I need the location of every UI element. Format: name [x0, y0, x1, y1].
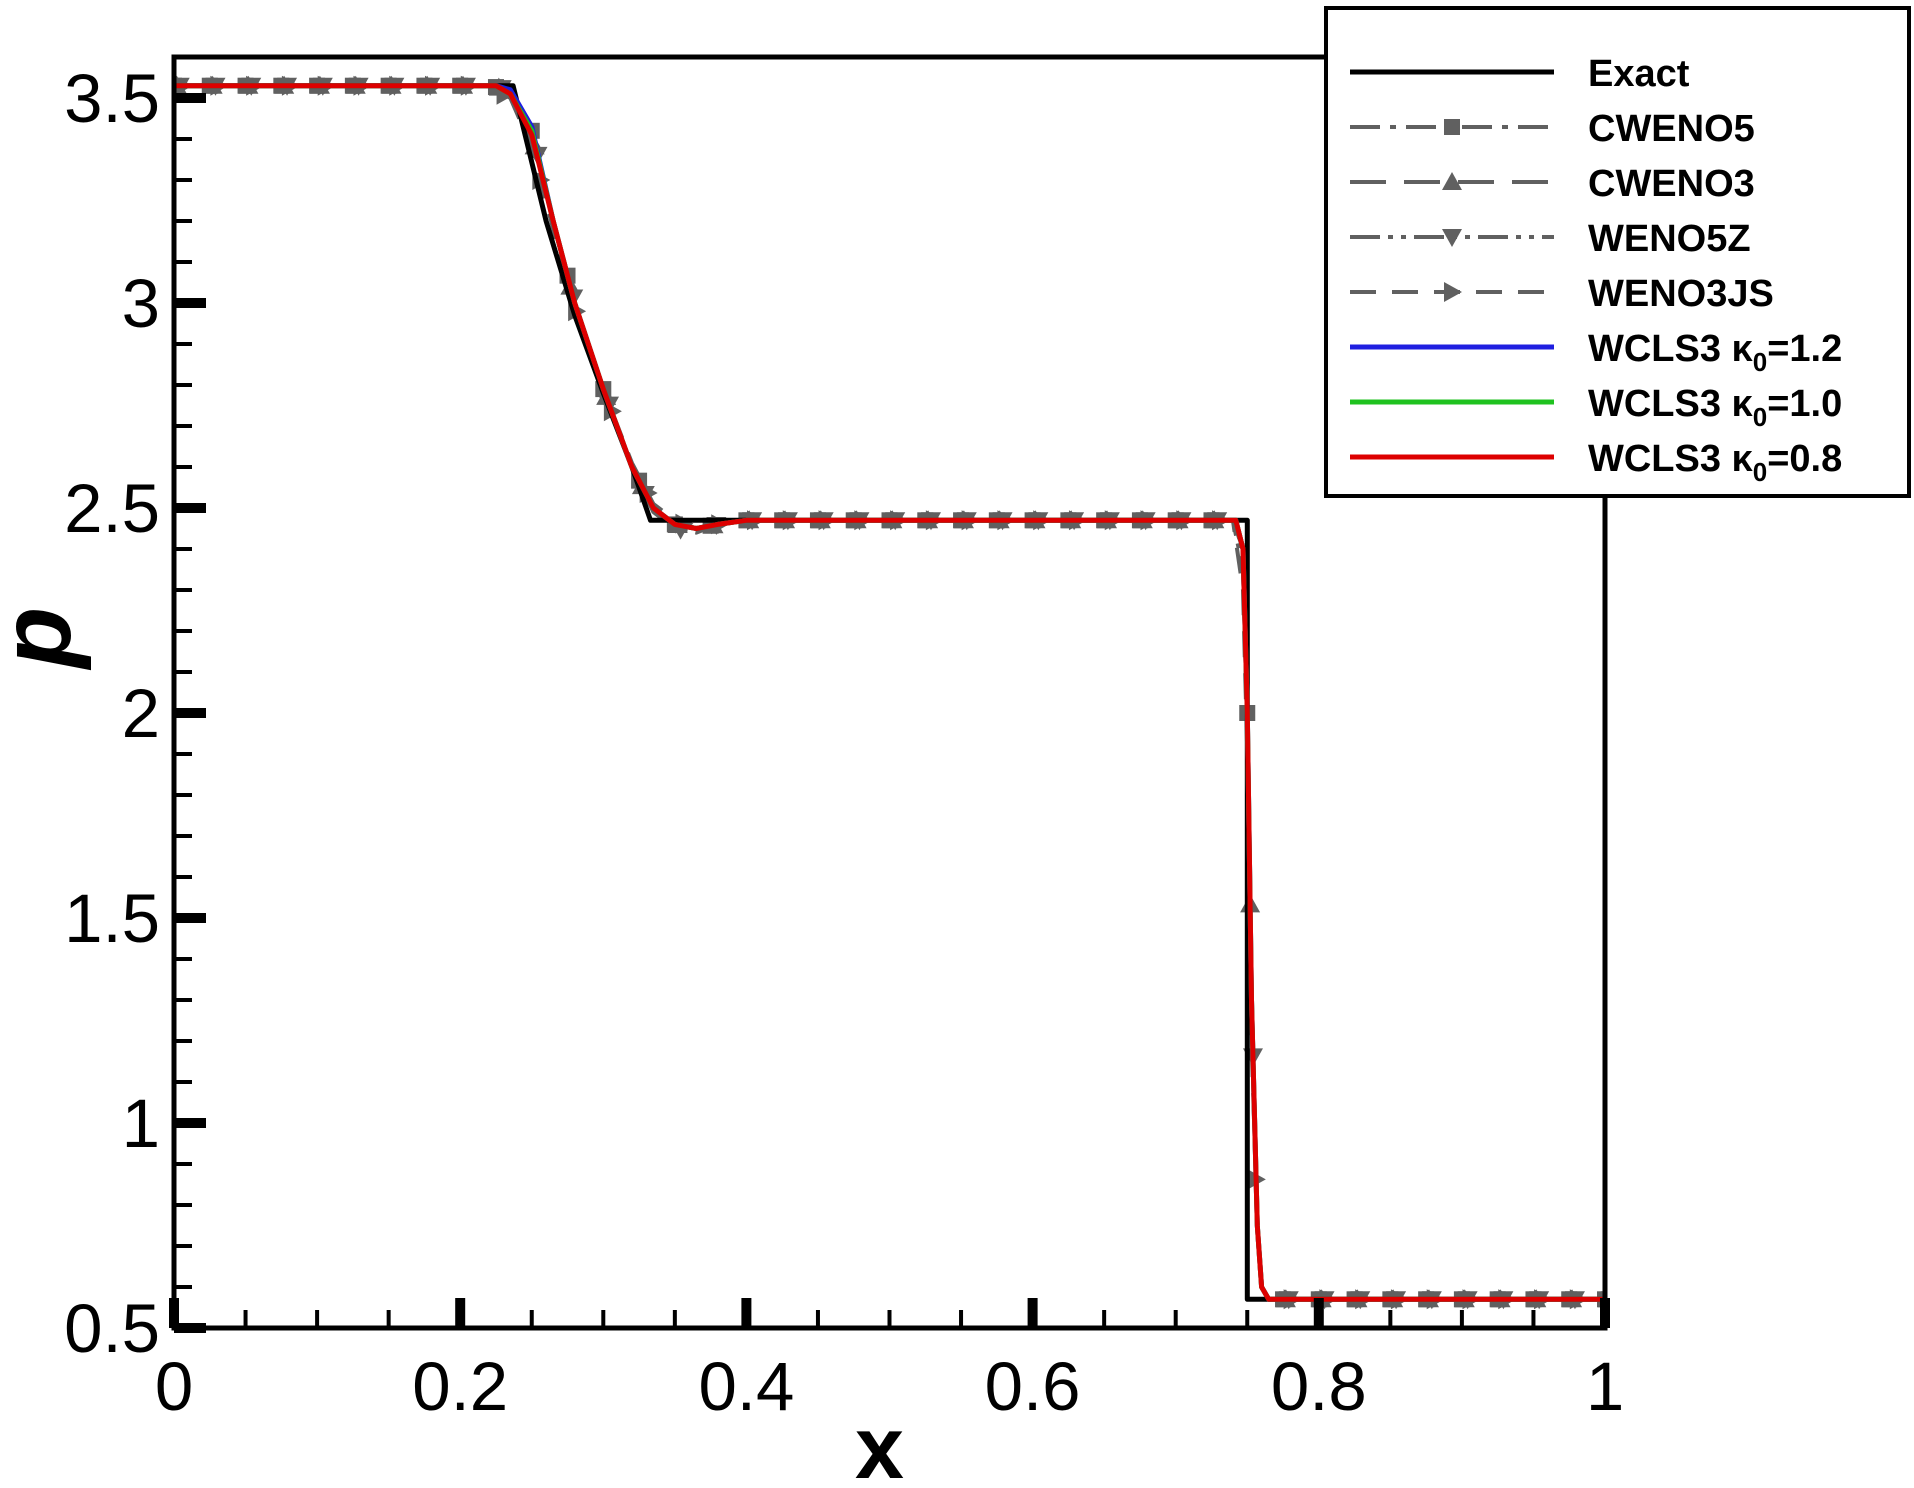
legend-entry: CWENO5: [1350, 108, 1755, 150]
legend-marker: [1442, 229, 1462, 247]
legend-label: CWENO5: [1588, 108, 1755, 150]
legend-marker: [1444, 119, 1460, 135]
y-tick-label: 3.5: [64, 60, 160, 137]
legend-label: Exact: [1588, 53, 1690, 95]
legend-label: WENO3JS: [1588, 273, 1774, 315]
legend-label: WCLS3 κ0=1.2: [1588, 328, 1842, 377]
y-axis-title: p: [0, 607, 92, 671]
legend-label: WCLS3 κ0=0.8: [1588, 438, 1842, 487]
legend-entry: WCLS3 κ0=0.8: [1350, 438, 1842, 487]
legend-label: CWENO3: [1588, 163, 1755, 205]
x-tick-label: 0.2: [412, 1348, 508, 1425]
y-tick-label: 1.5: [64, 880, 160, 957]
x-tick-label: 0.6: [985, 1348, 1081, 1425]
x-tick-label: 0.8: [1271, 1348, 1367, 1425]
legend-box: [1324, 6, 1911, 498]
y-tick-label: 1: [122, 1085, 160, 1162]
x-tick-label: 0.4: [698, 1348, 794, 1425]
legend-entry: WENO3JS: [1350, 273, 1774, 315]
series-7: [174, 83, 1605, 1302]
legend-entry: WCLS3 κ0=1.2: [1350, 328, 1842, 377]
legend-entry: CWENO3: [1350, 163, 1755, 205]
y-tick-label: 3: [122, 265, 160, 342]
legend-marker: [1444, 282, 1462, 302]
x-tick-label: 0: [155, 1348, 193, 1425]
series-7-line: [174, 83, 1605, 1302]
legend-entry: WCLS3 κ0=1.0: [1350, 383, 1842, 432]
legend-marker: [1442, 172, 1462, 190]
y-tick-label: 2: [122, 675, 160, 752]
legend-label: WCLS3 κ0=1.0: [1588, 383, 1842, 432]
y-tick-label: 2.5: [64, 470, 160, 547]
x-axis-title: x: [855, 1398, 904, 1488]
y-tick-label: 0.5: [64, 1290, 160, 1367]
x-tick-label: 1: [1586, 1348, 1624, 1425]
legend-entry: WENO5Z: [1350, 218, 1751, 260]
legend-label: WENO5Z: [1588, 218, 1751, 260]
legend-entry: Exact: [1350, 53, 1690, 95]
